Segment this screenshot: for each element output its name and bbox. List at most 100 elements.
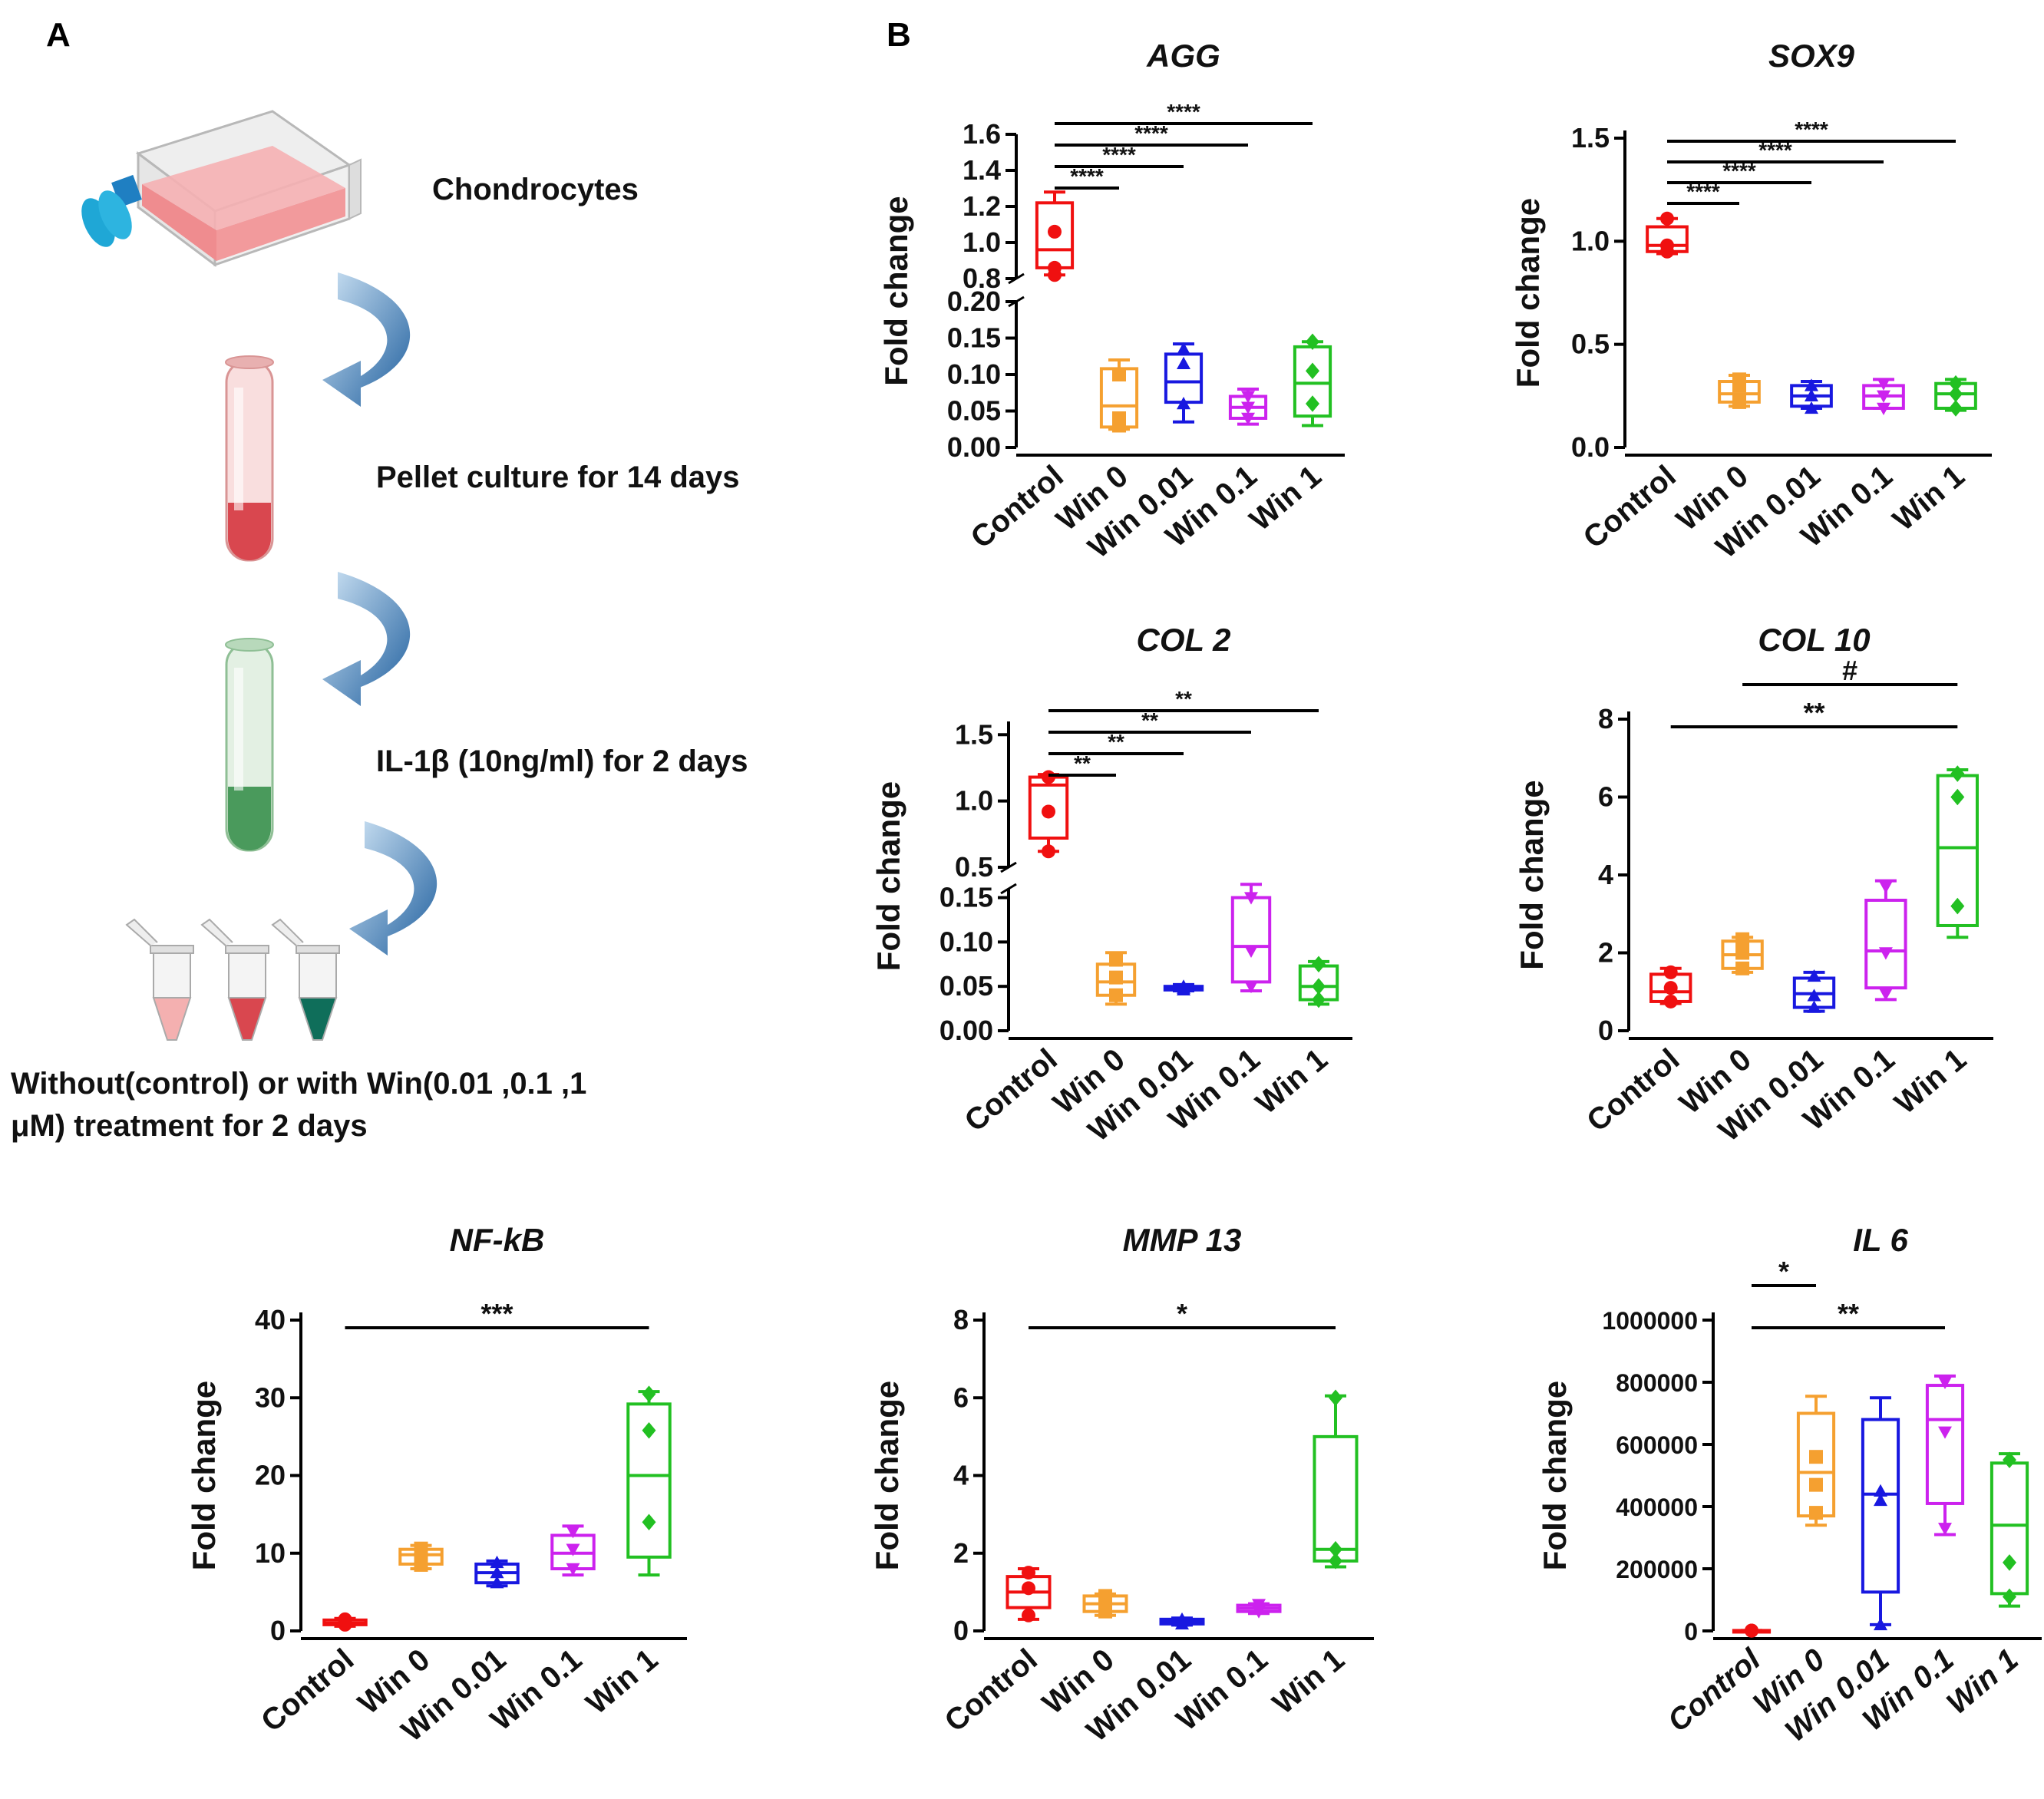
curved-arrow-icon [349, 821, 438, 956]
significance-label: ** [1141, 708, 1158, 732]
data-point [1874, 1617, 1887, 1631]
data-point [1329, 1389, 1342, 1407]
chart-il6: IL 6 Fold change 0 200000 400000 600000 800000… [1537, 1222, 2042, 1748]
box-group-1 [1099, 358, 1139, 433]
box-group-0 [1005, 1566, 1052, 1622]
data-point [1878, 988, 1893, 1001]
data-point [490, 1555, 504, 1569]
data-point [1877, 402, 1890, 415]
data-point [1938, 1523, 1952, 1536]
data-point [1177, 397, 1190, 410]
box-group-0 [1035, 190, 1075, 282]
x-tick-label: Win 1 [580, 1642, 665, 1721]
data-point [1950, 788, 1965, 806]
x-tick-label: Win 1 [1243, 459, 1328, 537]
microtube-icon [200, 918, 269, 1041]
data-point [1735, 946, 1750, 960]
y-tick-label: 1.0 [963, 226, 1001, 258]
y-tick-label: 6 [1598, 781, 1613, 813]
data-point [566, 1543, 580, 1556]
significance-label: **** [1102, 143, 1136, 167]
box-group-2 [1159, 1612, 1205, 1630]
curved-arrow-icon [322, 572, 411, 706]
data-point [1244, 945, 1258, 958]
data-point [1306, 395, 1319, 412]
data-point [1241, 401, 1255, 414]
chart-title: COL 10 [1758, 622, 1870, 658]
y-tick-label: 0.20 [947, 286, 1001, 317]
data-point [1807, 1000, 1821, 1013]
data-point [1807, 989, 1821, 1002]
data-point [566, 1563, 580, 1576]
data-point [1098, 1589, 1112, 1603]
y-tick-label: 0.10 [939, 926, 993, 957]
box-group-3 [1862, 378, 1905, 415]
box-group-3 [1925, 1374, 1965, 1537]
y-tick-label: 0.15 [947, 322, 1001, 354]
data-point [1732, 372, 1746, 387]
box-group-1 [1721, 932, 1764, 975]
data-point [1950, 765, 1965, 782]
chart-agg: AGG Fold change 0.8 1.0 1.2 1.4 1.6 0.00 0.05 0.1… [878, 38, 1345, 565]
significance-label: * [1778, 1256, 1789, 1287]
data-point [1878, 947, 1893, 960]
y-axis-label: Fold change [870, 781, 906, 971]
y-tick-label: 1.5 [955, 718, 993, 750]
data-point [1732, 394, 1746, 409]
y-tick-label: 1.6 [963, 118, 1001, 150]
y-tick-label: 0.05 [947, 395, 1001, 427]
box [1864, 898, 1907, 990]
data-point [1938, 1376, 1952, 1389]
y-tick-label: 20 [255, 1460, 286, 1491]
data-point [1312, 991, 1326, 1008]
data-point [1252, 1599, 1266, 1612]
significance-label: ** [1803, 697, 1824, 728]
significance-label: **** [1070, 164, 1104, 188]
data-point [1807, 969, 1821, 982]
significance-label: **** [1167, 100, 1200, 124]
chart-col2: COL 2 Fold change 0.5 1.0 1.5 0.00 0.05 0.10 0.1… [870, 622, 1352, 1148]
data-point [1877, 378, 1890, 391]
y-tick-label: 30 [255, 1381, 286, 1413]
data-point [642, 1385, 656, 1402]
data-point [1244, 980, 1258, 994]
chart-title: COL 2 [1137, 622, 1231, 658]
y-tick-label: 1.5 [1571, 122, 1610, 153]
y-axis-label: Fold change [878, 196, 914, 385]
data-point [1177, 979, 1190, 992]
data-point [1809, 1506, 1823, 1520]
data-point [1663, 994, 1678, 1008]
culture-flask-icon [81, 110, 362, 267]
panel-label-b: B [887, 16, 911, 54]
box-group-2 [474, 1555, 520, 1589]
box [1861, 1418, 1900, 1594]
chart-title: IL 6 [1853, 1222, 1908, 1258]
significance-label: ** [1108, 730, 1124, 754]
box-group-0 [1649, 965, 1692, 1008]
data-point [1805, 378, 1818, 391]
microtube-icon [125, 918, 194, 1041]
schematic: Chondrocytes Pellet culture for 14 days … [11, 110, 748, 1143]
step-1-label: Chondrocytes [432, 173, 639, 206]
box-group-3 [550, 1524, 596, 1577]
significance-label: **** [1795, 117, 1828, 141]
data-point [1874, 1484, 1887, 1497]
box-group-2 [1792, 969, 1836, 1013]
data-point [2003, 1588, 2016, 1606]
data-point [1660, 238, 1674, 253]
y-tick-label: 4 [953, 1460, 969, 1491]
data-point [1175, 1612, 1189, 1626]
data-point [1312, 956, 1326, 973]
data-point [1809, 1450, 1823, 1464]
data-point [490, 1566, 504, 1579]
y-tick-label: 8 [953, 1304, 969, 1335]
data-point [1306, 362, 1319, 380]
data-point [1949, 385, 1963, 402]
x-tick-label: Control [255, 1642, 360, 1738]
panel-label-a: A [46, 16, 71, 54]
data-point [566, 1526, 580, 1539]
box-group-4 [626, 1385, 672, 1577]
